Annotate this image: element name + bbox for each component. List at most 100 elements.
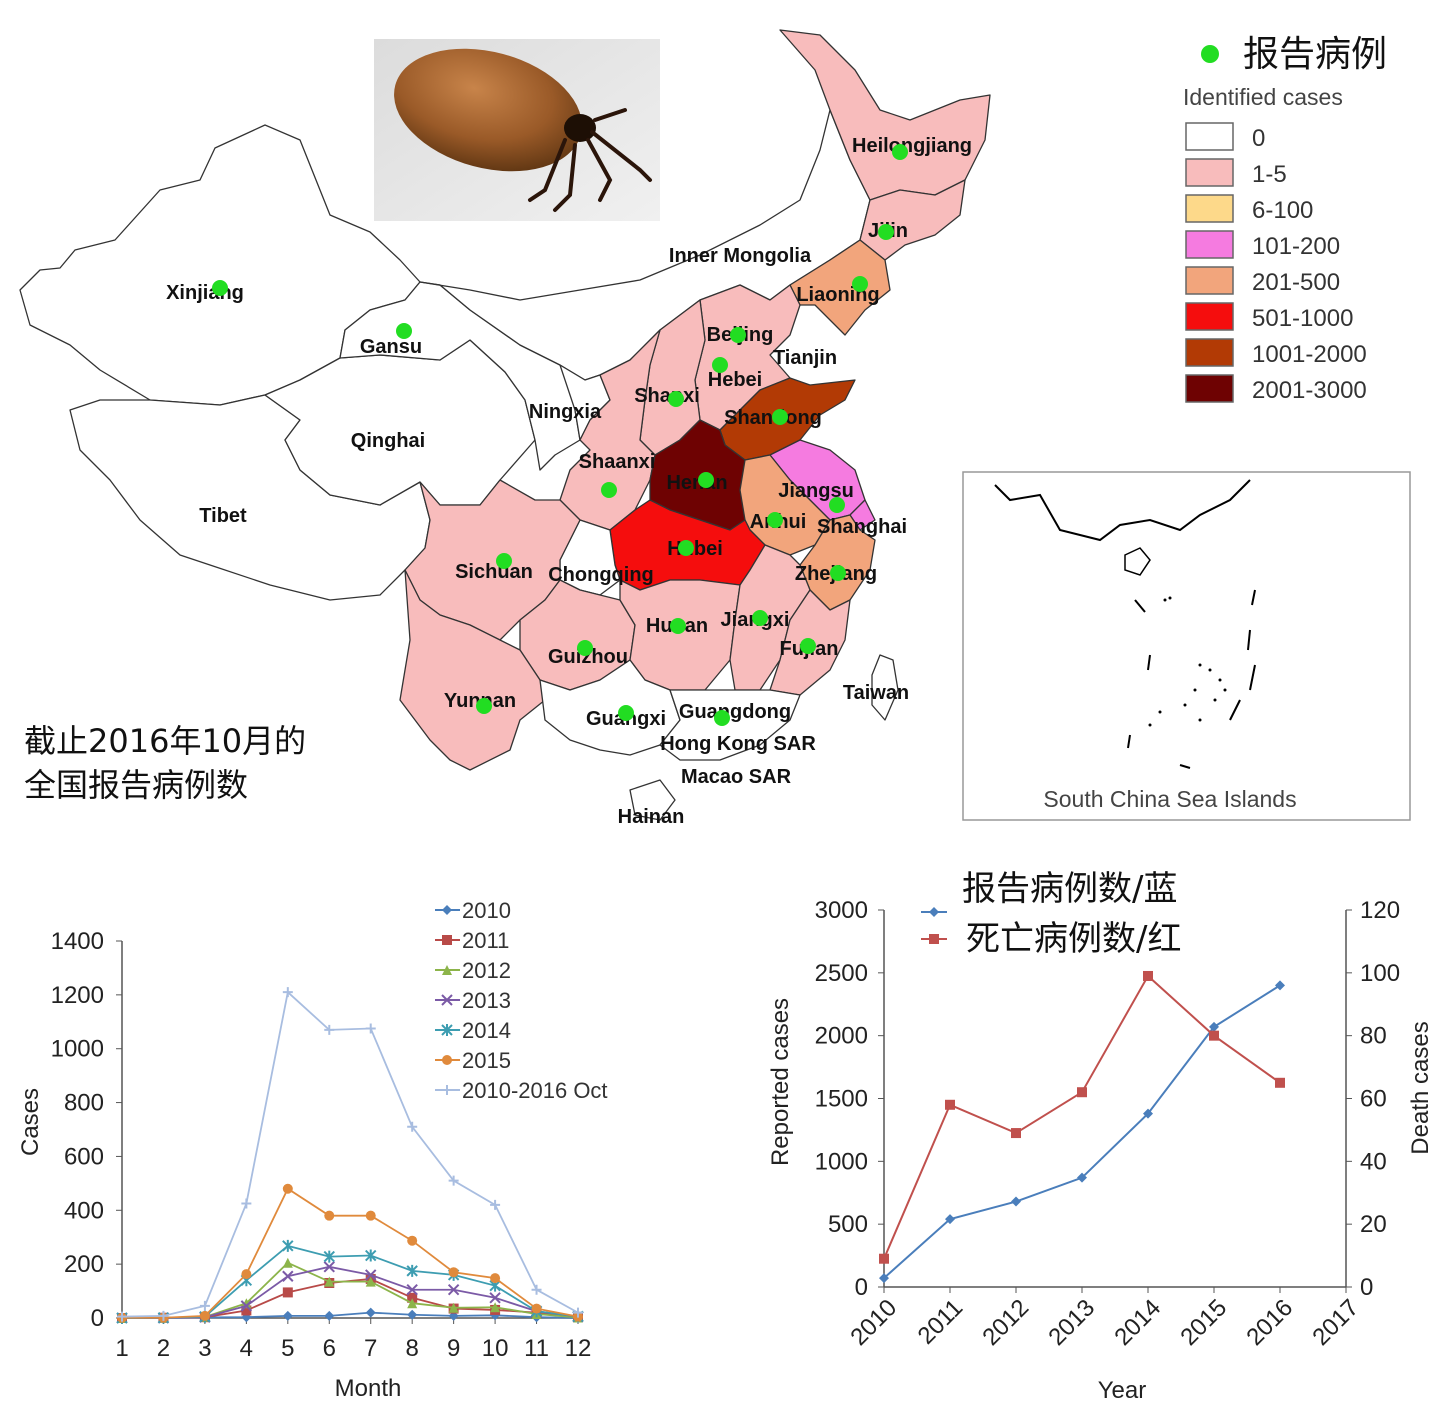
month-series-line-2012 (121, 1261, 579, 1319)
province-label-hebei: Hebei (708, 369, 762, 391)
case-dot-jiangxi (752, 610, 768, 626)
province-label-macao-sar: Macao SAR (681, 766, 792, 788)
month-point-2010-2016-oct (158, 1310, 169, 1321)
year-point-left (1011, 1196, 1021, 1207)
inset-label: South China Sea Islands (1043, 786, 1296, 812)
year-xtick-label: 2013 (1043, 1294, 1100, 1351)
province-label-hong-kong-sar: Hong Kong SAR (660, 733, 816, 755)
month-point-2010-2016-oct (407, 1121, 418, 1132)
month-point-2013 (530, 1305, 543, 1317)
year-ytick-label: 1500 (815, 1086, 868, 1113)
case-dot-yunnan (476, 698, 492, 714)
month-point-2015 (117, 1312, 127, 1323)
month-point-2013 (489, 1292, 501, 1304)
month-ytick-label: 600 (64, 1143, 104, 1170)
month-point-2010 (158, 1313, 169, 1323)
province-label-hainan: Hainan (618, 806, 685, 828)
case-dot-guangxi (618, 705, 634, 721)
year-ytick-label: 0 (855, 1274, 868, 1301)
case-dot-xinjiang (212, 280, 228, 296)
month-point-2014 (323, 1250, 335, 1263)
month-point-2013 (365, 1269, 377, 1281)
province-label-gansu: Gansu (360, 336, 422, 358)
year-ytick-label: 3000 (815, 897, 868, 924)
province-label-guizhou: Guizhou (548, 646, 628, 668)
case-dot-zhejiang (830, 565, 846, 581)
case-dot-hubei (678, 540, 694, 556)
month-point-2013 (199, 1311, 211, 1323)
month-point-2013 (323, 1261, 335, 1273)
month-point-2015 (158, 1312, 169, 1323)
month-legend-marker (441, 994, 453, 1006)
year-point-left (945, 1214, 955, 1225)
month-legend-marker (442, 1085, 452, 1095)
case-dot-hebei (712, 357, 728, 373)
province-label-heilongjiang: Heilongjiang (852, 135, 972, 157)
province-label-tibet: Tibet (199, 505, 247, 527)
month-legend-label: 2010 (462, 898, 511, 923)
month-point-2013 (157, 1312, 170, 1324)
month-point-2011 (573, 1311, 583, 1322)
month-point-2011 (531, 1307, 542, 1318)
month-point-2010-2016-oct (531, 1284, 542, 1295)
month-xtick-label: 2 (157, 1335, 170, 1362)
month-ytick-label: 0 (91, 1305, 104, 1332)
month-point-2012 (324, 1276, 335, 1287)
month-point-2010-2016-oct (573, 1307, 583, 1318)
map-legend: 报告病例 Identified cases 0 1-5 6-100 101-200 20… (1183, 34, 1387, 404)
case-dot-anhui (767, 512, 783, 528)
month-point-2012 (490, 1302, 501, 1313)
case-dot-beijing (730, 327, 746, 343)
year-point-right (1011, 1128, 1021, 1139)
year-xtick-label: 2012 (977, 1294, 1034, 1351)
legend-swatch-101-200 (1185, 230, 1234, 259)
year-point-left (1209, 1021, 1219, 1032)
month-point-2010 (531, 1312, 542, 1323)
month-ylabel: Cases (17, 1088, 44, 1156)
case-dot-sichuan (496, 553, 512, 569)
month-xtick-label: 4 (240, 1335, 253, 1362)
month-point-2014 (116, 1312, 128, 1324)
province-label-henan: Henan (666, 472, 727, 494)
month-xtick-label: 11 (524, 1335, 549, 1362)
year-y2label: Death cases (1407, 1021, 1434, 1154)
year-y2tick-label: 60 (1360, 1086, 1387, 1113)
tick-photo (374, 39, 660, 221)
month-point-2010 (448, 1310, 459, 1321)
year-point-right (1143, 970, 1153, 981)
month-point-2010 (573, 1313, 583, 1323)
month-point-2012 (117, 1313, 127, 1323)
province-shapes (19, 29, 991, 821)
year-xtick-label: 2017 (1307, 1294, 1364, 1351)
legend-bin-label: 2001-3000 (1252, 377, 1367, 404)
case-dot-shandong (772, 409, 788, 425)
year-y2tick-label: 120 (1360, 897, 1400, 924)
south-china-sea-inset: South China Sea Islands (962, 471, 1411, 821)
year-ytick-label: 2500 (815, 960, 868, 987)
legend-bin-label: 1001-2000 (1252, 341, 1367, 368)
legend-swatch-2001-3000 (1185, 374, 1234, 403)
month-point-2010-2016-oct (490, 1199, 501, 1210)
month-legend-label: 2011 (462, 928, 509, 953)
legend-bin-label: 101-200 (1252, 233, 1340, 260)
province-label-jiangsu: Jiangsu (778, 480, 854, 502)
case-dot-shaanxi (601, 482, 617, 498)
month-ytick-label: 1000 (51, 1036, 104, 1063)
month-point-2010-2016-oct (365, 1023, 376, 1034)
month-point-2015 (324, 1210, 335, 1221)
month-ytick-label: 800 (64, 1090, 104, 1117)
month-point-2011 (241, 1305, 252, 1316)
month-point-2010-2016-oct (241, 1198, 252, 1209)
month-point-2010-2016-oct (282, 987, 293, 998)
legend-swatch-1-5 (1185, 158, 1234, 187)
month-point-2010-2016-oct (199, 1300, 210, 1311)
year-point-left (1143, 1108, 1153, 1119)
year-xtick-label: 2016 (1241, 1294, 1298, 1351)
month-point-2015 (199, 1310, 210, 1321)
year-xtick-label: 2015 (1175, 1294, 1232, 1351)
month-series-line-2015 (122, 1187, 579, 1319)
month-legend-marker (442, 965, 452, 975)
month-point-2015 (282, 1183, 293, 1194)
month-point-2011 (365, 1273, 376, 1284)
month-point-2014 (572, 1310, 584, 1323)
